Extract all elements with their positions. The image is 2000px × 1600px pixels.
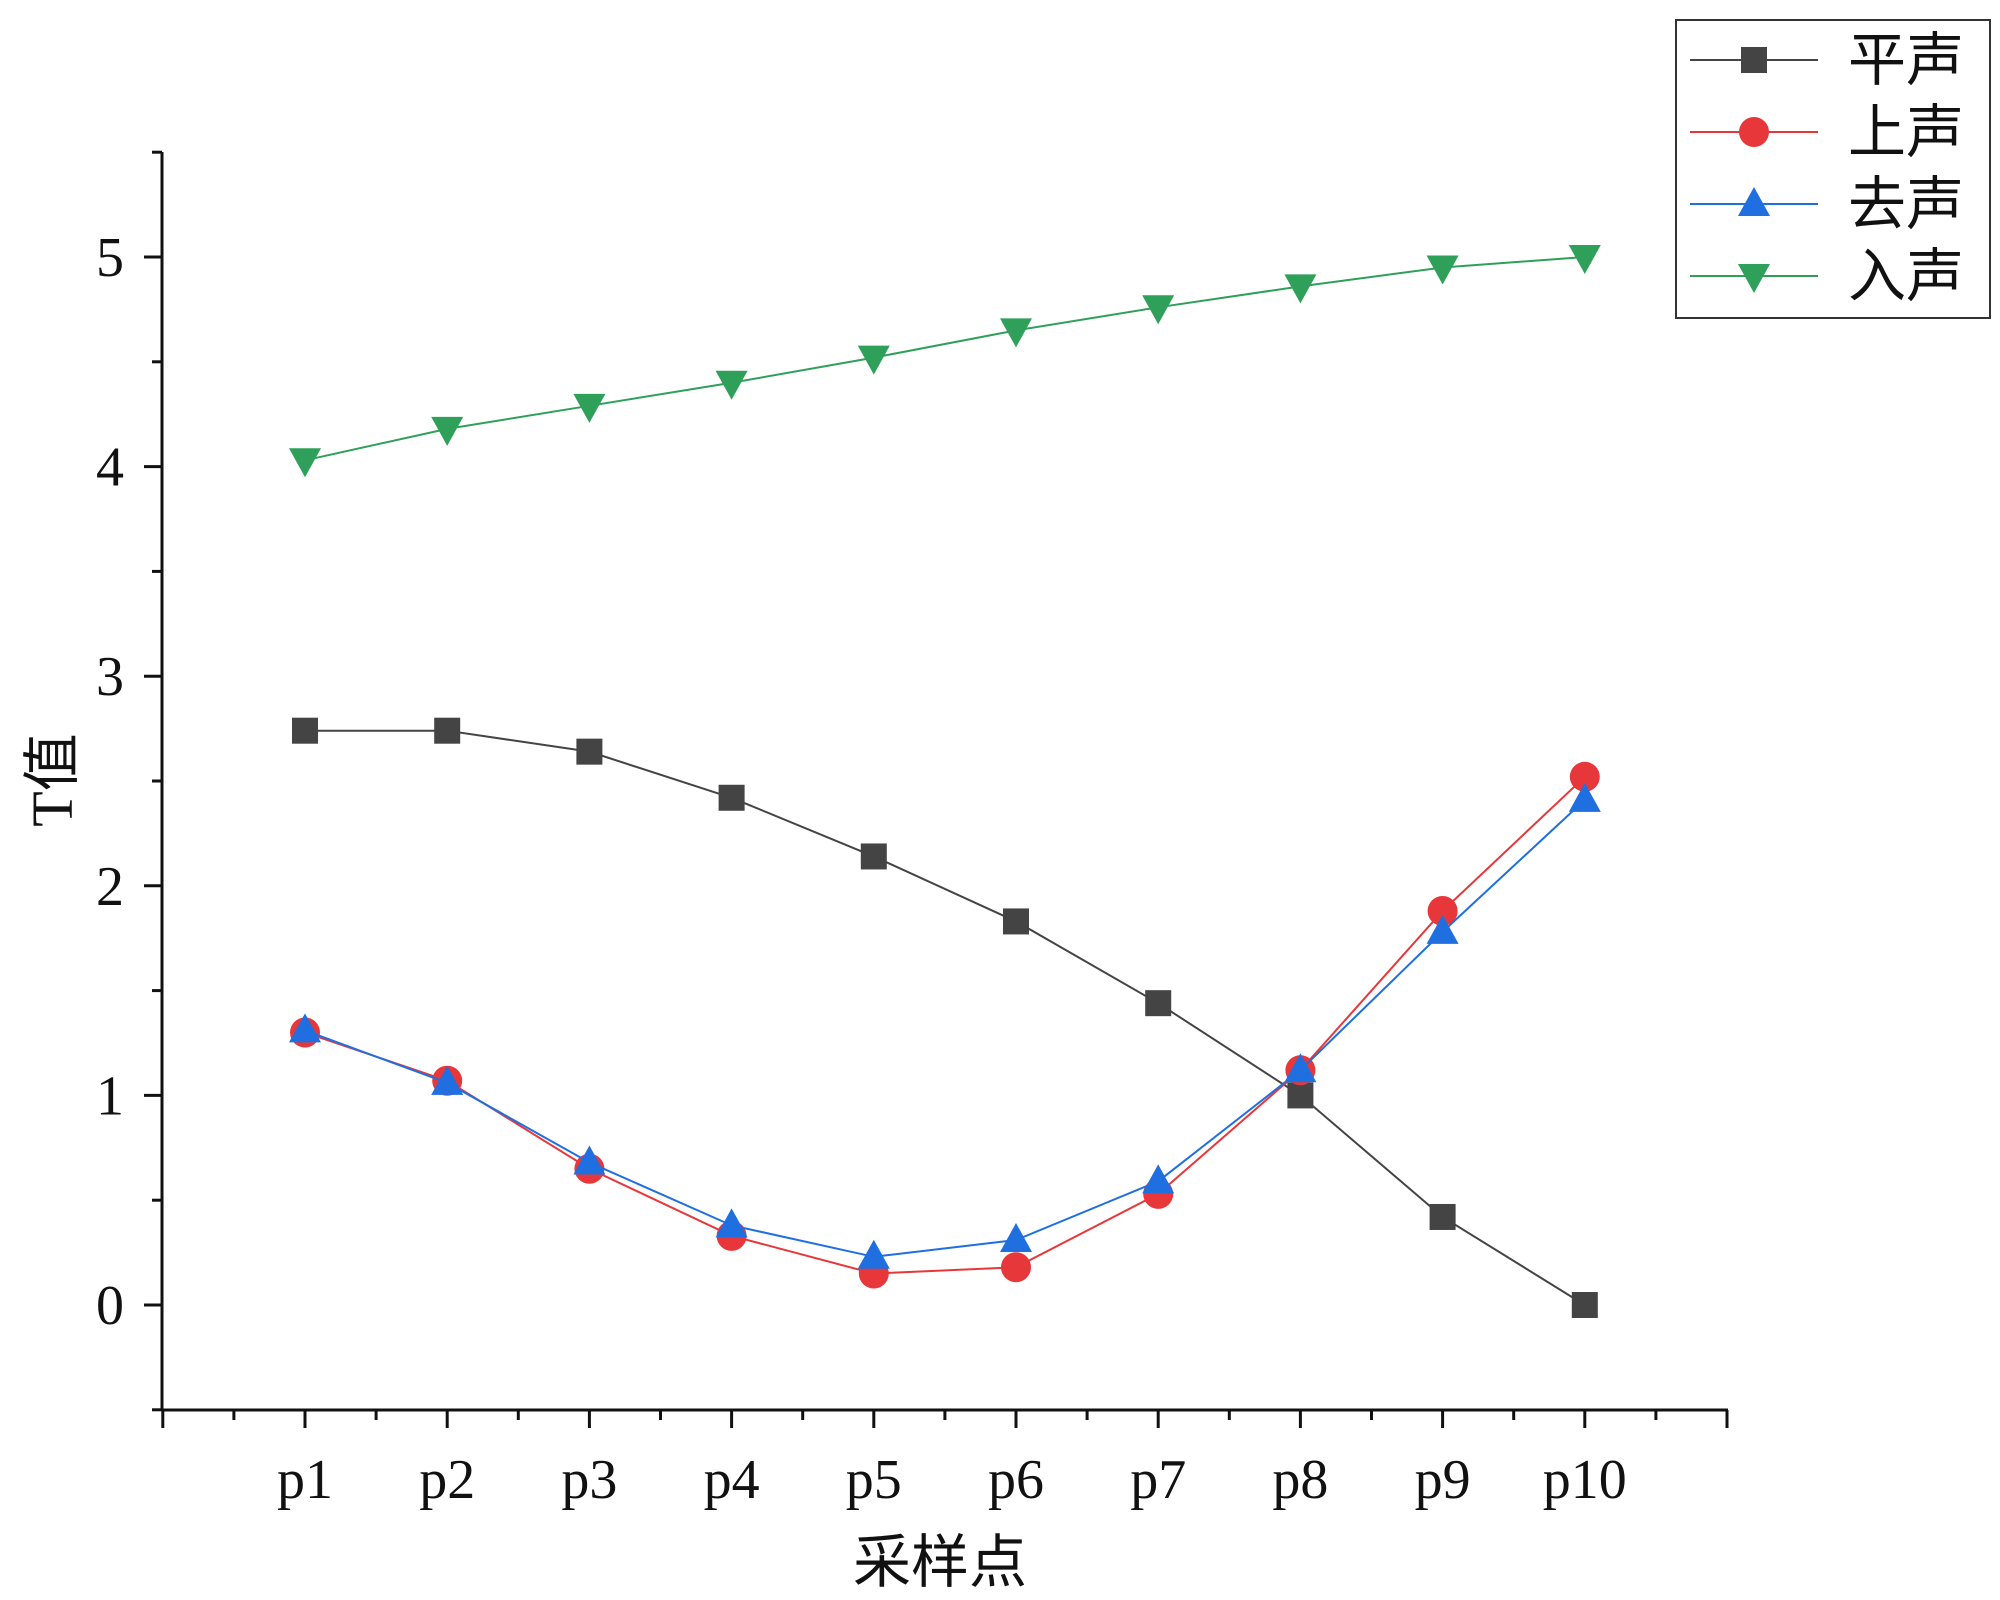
y-tick-label: 4 [96,437,124,499]
x-tick-label: p10 [1543,1449,1627,1511]
x-tick-label: p7 [1130,1449,1186,1511]
x-tick-label: p9 [1415,1449,1471,1511]
data-point [715,1208,748,1238]
data-point [573,393,606,423]
data-point [715,370,748,400]
x-tick-label: p4 [704,1449,760,1511]
y-tick-label: 1 [96,1065,124,1127]
legend-marker [1739,117,1769,147]
data-point [1142,295,1175,325]
data-point [1429,1203,1456,1230]
data-point [860,843,887,870]
x-tick-label: p3 [561,1449,617,1511]
series-line [304,776,1586,1275]
y-tick-label: 2 [96,856,124,918]
data-point [431,1065,464,1095]
data-point [1287,1082,1314,1109]
x-tick-label: p8 [1272,1449,1328,1511]
y-axis-title: T值 [20,733,85,826]
axes [144,150,1729,1428]
data-point [573,1145,606,1175]
data-point [289,1013,321,1043]
data-point [1142,1164,1175,1194]
legend-box [1675,19,1991,319]
data-point [857,1239,890,1269]
data-point [1426,255,1459,285]
x-axis-title: 采样点 [853,1530,1027,1595]
data-point [1284,1053,1317,1083]
data-point [1568,245,1601,274]
data-point [718,784,745,811]
data-point [1427,895,1458,926]
data-point [1569,761,1600,792]
legend-marker [1741,47,1767,73]
data-point [857,345,890,375]
data-point [1000,1223,1032,1253]
legend-marker [1738,264,1770,293]
data-point [576,738,603,765]
data-point [1003,908,1029,935]
legend-label: 平声 [1848,28,1964,93]
series-line [304,799,1586,1258]
legend-item: 入声 [1690,244,1964,309]
y-tick-label: 0 [96,1275,124,1337]
legend-item: 去声 [1690,172,1964,237]
data-point [1426,914,1459,944]
legend-label: 去声 [1848,172,1964,237]
series-4 [289,245,1601,478]
legend-item: 平声 [1690,28,1964,93]
x-tick-labels: p1 p2 p3 p4 p5 p6 p7 p8 p9 p10 [277,1449,1627,1511]
x-tick-label: p1 [277,1449,333,1511]
series-1 [292,717,1598,1318]
data-point [431,416,464,446]
data-point [1145,990,1172,1017]
y-tick-labels: 0 1 2 3 4 5 [96,227,124,1337]
data-point [1000,318,1032,348]
y-tick-label: 3 [96,646,124,708]
data-point [292,717,318,744]
x-tick-label: p6 [988,1449,1044,1511]
data-point [1571,1292,1598,1318]
legend-marker [1738,187,1770,216]
data-point [289,448,321,478]
x-tick-label: p2 [419,1449,475,1511]
legend-label: 上声 [1848,100,1964,165]
data-point [1568,782,1601,812]
data-point [1001,1252,1031,1283]
series-2 [290,761,1600,1289]
series-line [304,256,1585,462]
x-tick-label: p5 [846,1449,902,1511]
legend-label: 入声 [1848,244,1964,309]
data-point [434,717,461,744]
series-line [305,729,1586,1306]
legend-item: 上声 [1690,100,1964,165]
plot-area [289,245,1601,1318]
series-3 [289,782,1601,1269]
data-point [1284,274,1317,304]
y-tick-label: 5 [96,227,124,289]
